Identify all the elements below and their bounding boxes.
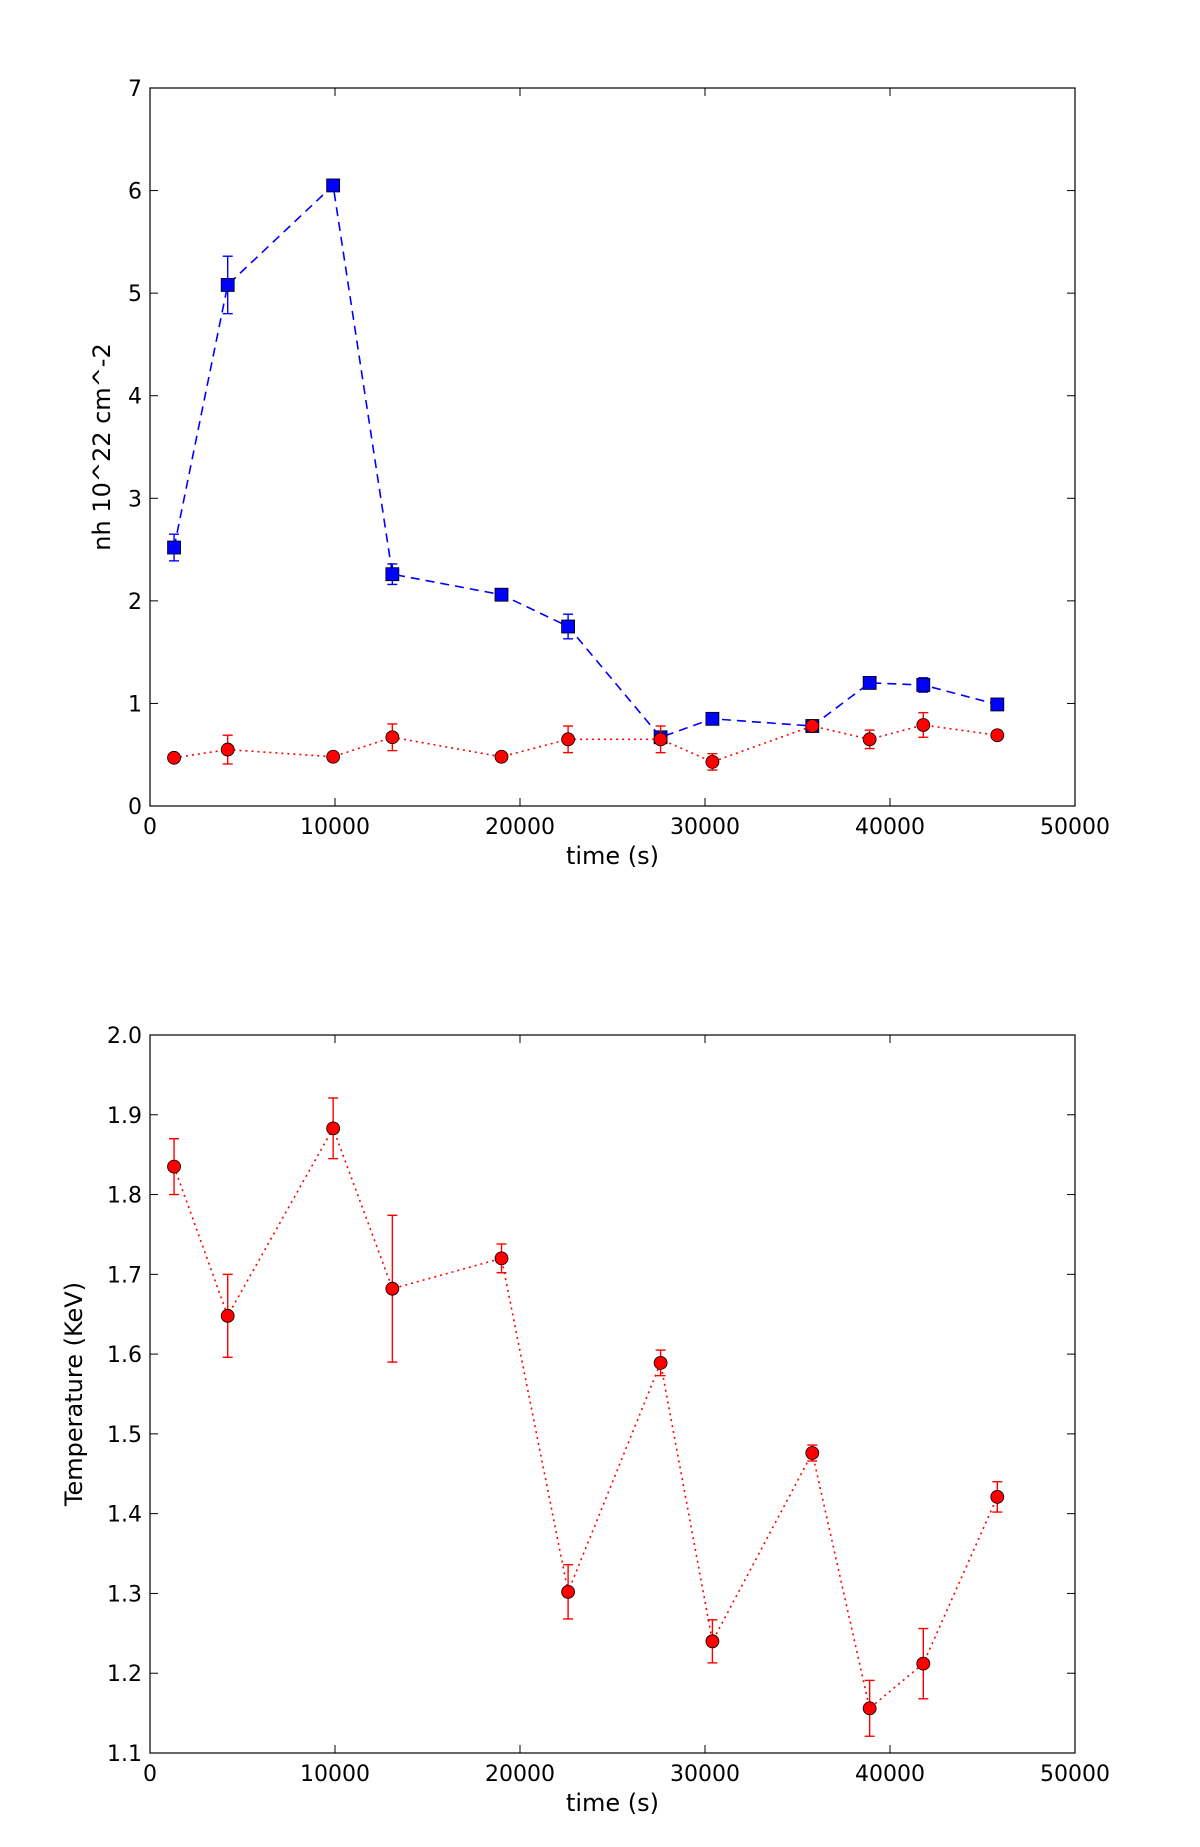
data-point	[326, 1121, 341, 1136]
x-tick-label: 20000	[485, 815, 555, 840]
y-tick-label: 1.7	[107, 1263, 142, 1288]
data-point	[805, 719, 820, 733]
data-point	[561, 619, 575, 634]
data-point	[862, 732, 877, 747]
x-tick-label: 30000	[670, 815, 740, 840]
data-point	[653, 732, 668, 747]
data-point	[916, 1656, 931, 1671]
y-tick-label: 3	[128, 487, 142, 512]
data-point	[385, 730, 400, 745]
data-point	[167, 540, 181, 555]
y-tick-label: 1.9	[107, 1104, 142, 1129]
data-point	[862, 676, 877, 690]
data-point	[990, 697, 1005, 712]
data-point	[220, 742, 235, 757]
data-point	[385, 567, 400, 582]
data-point	[916, 718, 931, 732]
x-tick-label: 50000	[1040, 815, 1110, 840]
data-point	[494, 1251, 509, 1266]
y-tick-label: 1.8	[107, 1184, 142, 1209]
chart-1: 0 10000 20000 30000 40000 50000 0 1 2 3 4 5 6 7 time (…	[88, 77, 1110, 870]
y-tick-label: 1.5	[107, 1423, 142, 1448]
data-point	[916, 678, 931, 692]
y-tick-label: 1	[128, 692, 142, 717]
y-axis-label: nh 10^22 cm^-2	[88, 343, 116, 550]
y-tick-label: 0	[128, 795, 142, 820]
data-point	[705, 754, 720, 769]
plot-frame	[149, 87, 1076, 807]
x-tick-label: 0	[143, 815, 157, 840]
series-line	[173, 183, 998, 739]
x-tick-label: 10000	[300, 815, 370, 840]
y-tick-label: 4	[128, 385, 142, 410]
plot-frame	[149, 1034, 1076, 1754]
x-tick-label: 40000	[855, 815, 925, 840]
x-tick-label: 40000	[855, 1762, 925, 1787]
y-tick-label: 6	[128, 180, 142, 205]
data-point	[990, 728, 1005, 743]
chart-2: 0 10000 20000 30000 40000 50000 1.1 1.2 1.3 1.4 1.…	[60, 1024, 1110, 1817]
data-point	[494, 587, 509, 602]
data-point	[220, 278, 235, 292]
x-axis-label: time (s)	[566, 1789, 659, 1817]
y-tick-label: 1.3	[107, 1582, 142, 1607]
x-tick-label: 30000	[670, 1762, 740, 1787]
data-point	[805, 1446, 820, 1460]
data-point	[220, 1308, 235, 1323]
data-point	[705, 711, 720, 726]
data-point	[561, 732, 575, 747]
x-tick-label: 20000	[485, 1762, 555, 1787]
x-tick-label: 50000	[1040, 1762, 1110, 1787]
x-tick-label: 0	[143, 1762, 157, 1787]
data-point	[326, 749, 341, 764]
series-1	[167, 178, 1005, 745]
data-point	[326, 178, 341, 193]
y-tick-label: 1.6	[107, 1343, 142, 1368]
data-point	[167, 1159, 181, 1174]
series-2	[167, 711, 1005, 771]
y-tick-label: 1.4	[107, 1503, 142, 1528]
x-axis-label: time (s)	[566, 842, 659, 870]
y-tick-label: 5	[128, 282, 142, 307]
data-point	[385, 1281, 400, 1296]
y-tick-label: 7	[128, 77, 142, 102]
y-tick-label: 1.2	[107, 1662, 142, 1687]
series-line	[173, 1126, 999, 1710]
data-point	[167, 750, 181, 765]
data-point	[705, 1634, 720, 1649]
data-point	[653, 1355, 668, 1370]
y-tick-label: 2	[128, 590, 142, 615]
data-point	[494, 749, 509, 764]
data-point	[990, 1490, 1005, 1504]
y-tick-label: 2.0	[107, 1024, 142, 1049]
data-point	[862, 1701, 877, 1716]
series-1	[167, 1097, 1005, 1737]
x-tick-label: 10000	[300, 1762, 370, 1787]
y-tick-label: 1.1	[107, 1742, 142, 1767]
data-point	[561, 1584, 575, 1599]
y-axis-label: Temperature (KeV)	[60, 1282, 88, 1507]
